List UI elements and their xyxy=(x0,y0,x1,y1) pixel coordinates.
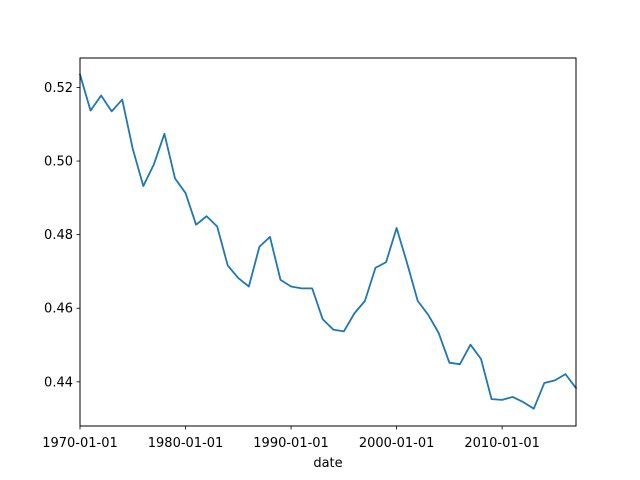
plot-frame xyxy=(79,57,577,427)
x-axis-label: date xyxy=(313,456,342,471)
y-tick-label: 0.48 xyxy=(44,228,73,243)
y-tick-label: 0.52 xyxy=(44,81,73,96)
series-layer xyxy=(78,73,578,410)
x-tick-label: 2000-01-01 xyxy=(359,436,435,451)
x-tick-label: 1980-01-01 xyxy=(148,436,224,451)
y-tick-label: 0.46 xyxy=(44,302,73,317)
x-tick-label: 2010-01-01 xyxy=(464,436,540,451)
axes-layer: 0.44 0.46 0.48 0.50 0.52 1970-01-01 1980-01-01… xyxy=(42,81,540,451)
plot-area xyxy=(80,58,576,426)
y-tick-label: 0.44 xyxy=(44,375,73,390)
x-tick-label: 1990-01-01 xyxy=(253,436,329,451)
series-line xyxy=(78,73,578,410)
y-tick-label: 0.50 xyxy=(44,155,73,170)
x-tick-label: 1970-01-01 xyxy=(42,436,118,451)
